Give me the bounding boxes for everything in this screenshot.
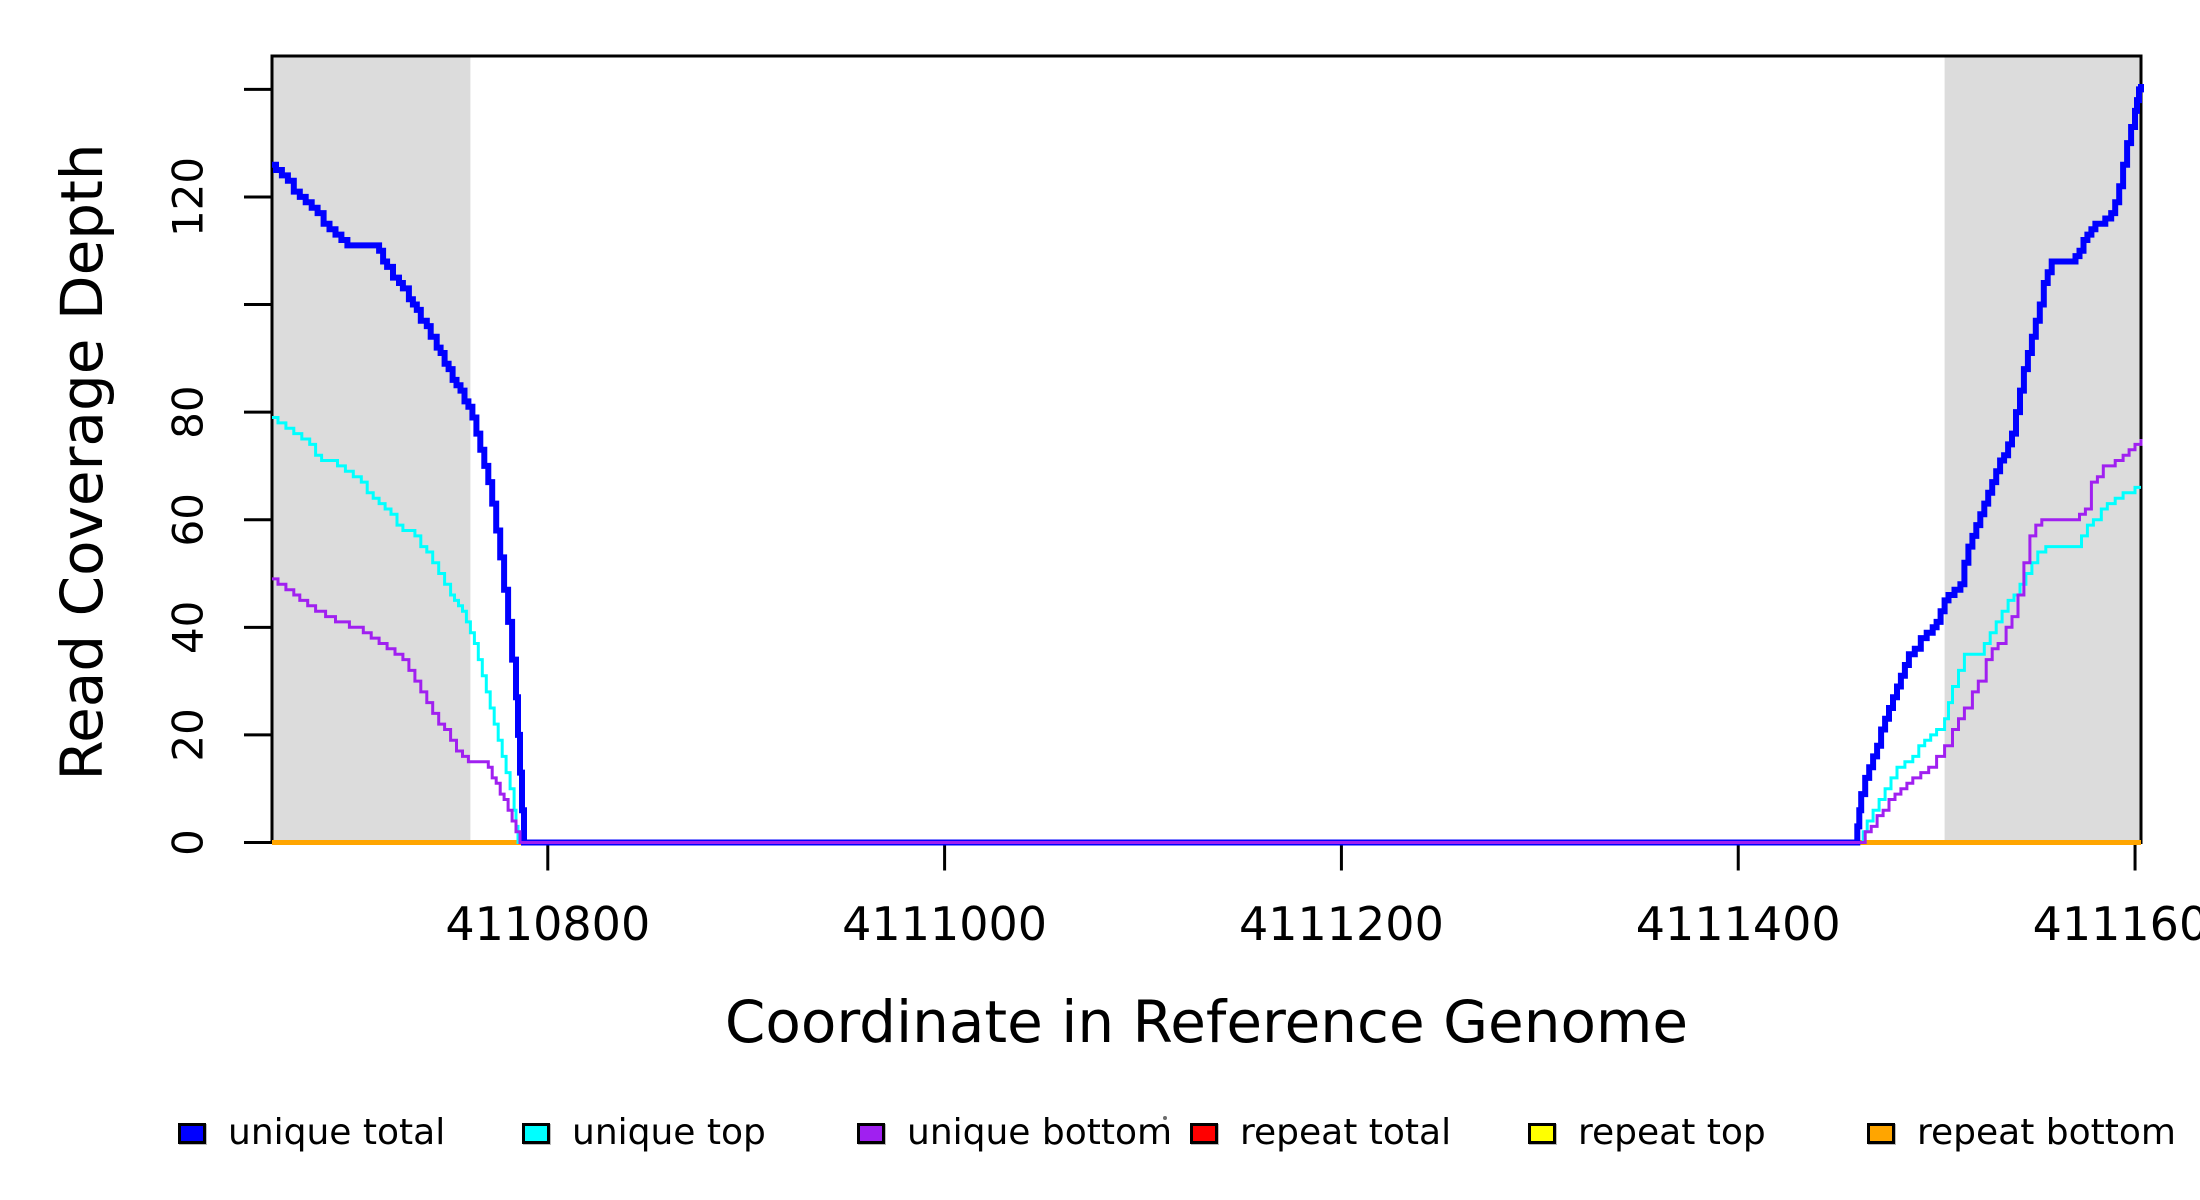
series-unique-bottom-line: [272, 439, 2143, 844]
y-axis-title: Read Coverage Depth: [48, 143, 116, 781]
repeat-region-left: [272, 57, 471, 842]
series-unique-top-line: [272, 416, 2141, 844]
plot-box: [270, 54, 2143, 844]
series-unique-total-line: [272, 84, 2144, 846]
y-axis-tick-label: 20: [164, 708, 213, 761]
repeat-region-right: [1944, 57, 2141, 842]
x-axis-tick-label: 4111200: [1239, 897, 1444, 951]
x-axis-tick-label: 4111400: [1636, 897, 1841, 951]
x-axis-tick-label: 4111000: [842, 897, 1047, 951]
y-axis-tick-label: 120: [164, 157, 213, 237]
y-axis-tick-label: 0: [164, 829, 213, 856]
stray-dot-artifact: [1163, 1116, 1167, 1120]
x-axis-tick-label: 4110800: [445, 897, 650, 951]
y-axis-tick-label: 80: [164, 385, 213, 438]
y-axis-tick-label: 40: [164, 601, 213, 654]
y-axis-tick-label: 60: [164, 493, 213, 546]
x-axis-title: Coordinate in Reference Genome: [724, 988, 1689, 1056]
